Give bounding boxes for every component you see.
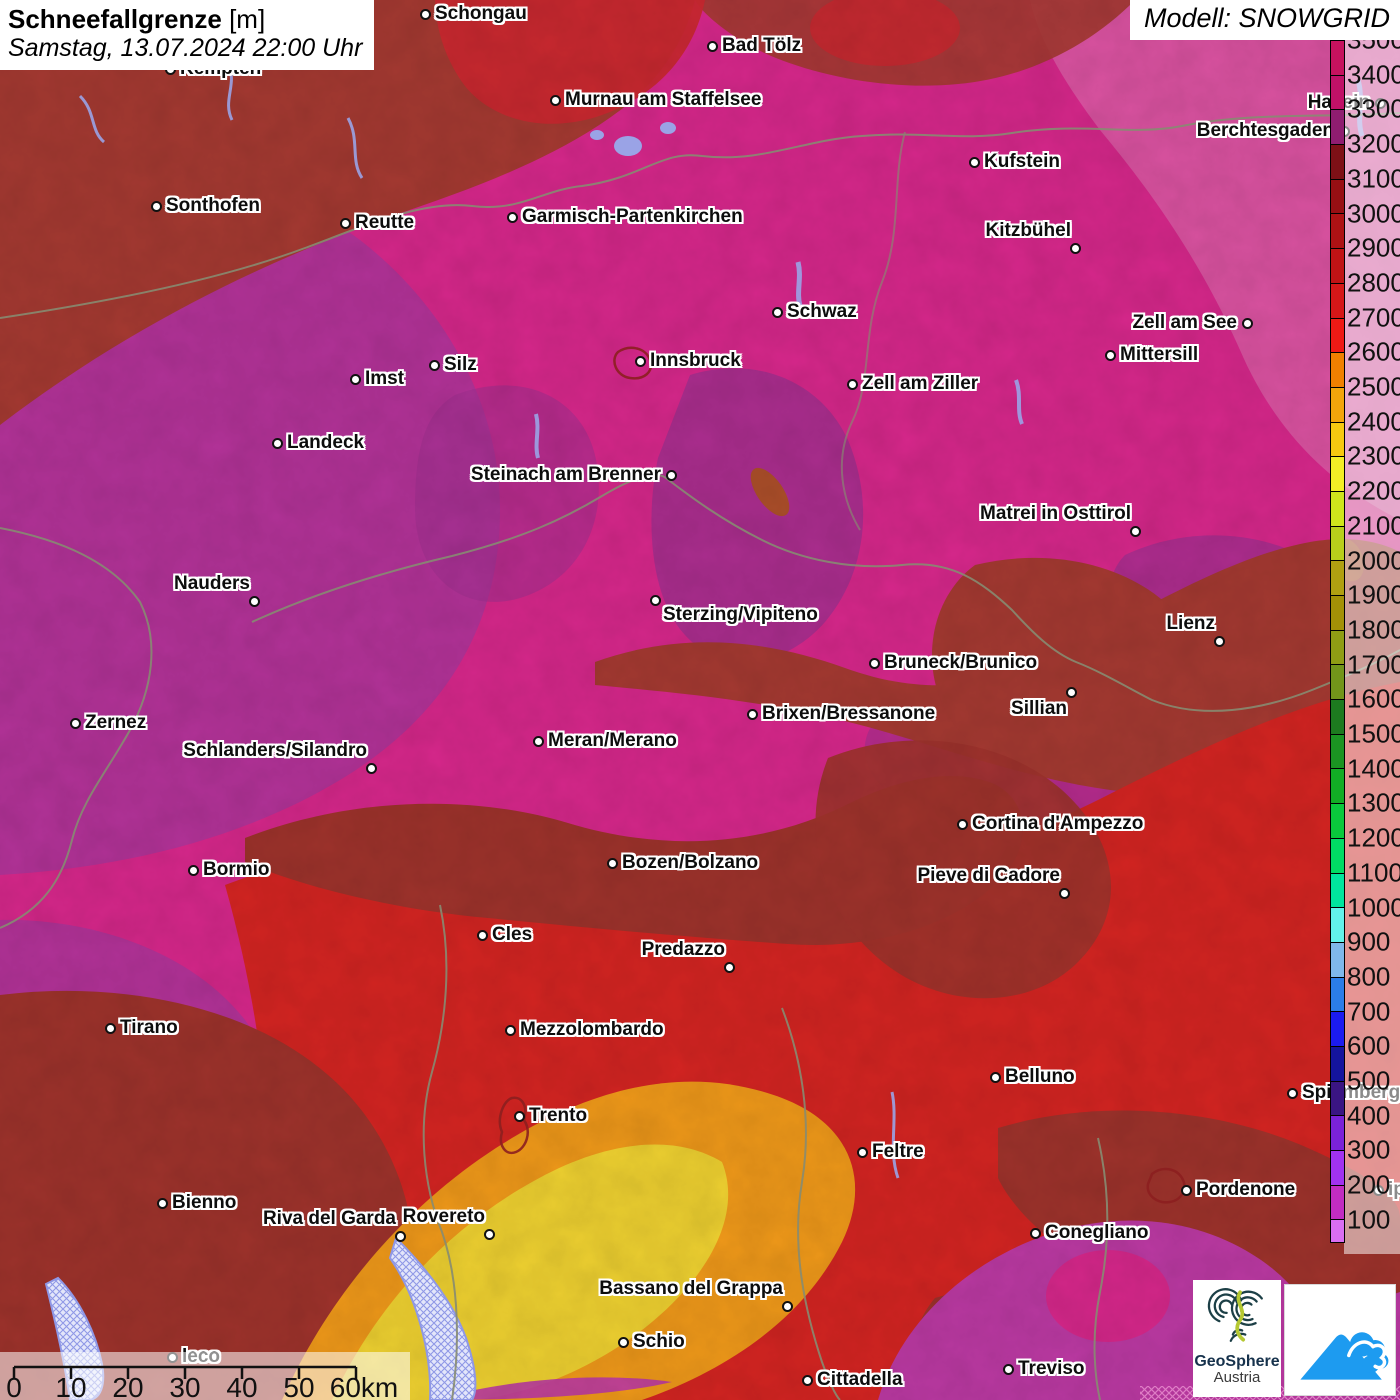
colorbar-background — [1344, 28, 1400, 1254]
colorbar-segment — [1331, 734, 1344, 770]
colorbar-tick-label: 1100 — [1347, 857, 1400, 888]
colorbar-segment — [1331, 1185, 1344, 1221]
colorbar-segment — [1331, 561, 1344, 596]
colorbar-tick-label: 2100 — [1347, 510, 1400, 541]
title-box: Schneefallgrenze [m] Samstag, 13.07.2024… — [0, 0, 375, 70]
distance-scalebar: 0 10 20 30 40 50 60km — [0, 1352, 410, 1400]
colorbar-tick-label: 1700 — [1347, 649, 1400, 680]
page-title: Schneefallgrenze [m] — [8, 4, 362, 34]
colorbar-segment — [1331, 526, 1344, 562]
timestamp: Samstag, 13.07.2024 22:00 Uhr — [8, 34, 363, 62]
colorbar-tick-label: 200 — [1347, 1169, 1391, 1200]
colorbar-segment — [1331, 491, 1344, 527]
colorbar-segment — [1331, 977, 1344, 1013]
colorbar-tick-label: 2200 — [1347, 475, 1400, 506]
colorbar-segment — [1331, 1081, 1344, 1117]
colorbar-segment — [1331, 1151, 1344, 1186]
scalebar-ruler: 0 10 20 30 40 50 60km — [6, 1365, 398, 1400]
geosphere-logo: GeoSphere Austria — [1193, 1280, 1281, 1397]
colorbar-tick-label: 2600 — [1347, 336, 1400, 367]
colorbar-tick-label: 2900 — [1347, 232, 1400, 263]
model-label: Modell: SNOWGRID — [1129, 0, 1400, 40]
colorbar-tick-label: 1400 — [1347, 753, 1400, 784]
colorbar-segment — [1331, 75, 1344, 111]
colorbar-segment — [1331, 1116, 1344, 1151]
title-unit: [m] — [221, 4, 266, 34]
colorbar-tick-label: 2000 — [1347, 545, 1400, 575]
colorbar-tick-label: 1300 — [1347, 787, 1400, 818]
colorbar-tick-label: 900 — [1347, 926, 1391, 957]
colorbar-segment — [1331, 665, 1344, 701]
colorbar-segment — [1331, 769, 1344, 805]
colorbar-segment — [1331, 353, 1344, 388]
scalebar-label: 20 — [112, 1372, 143, 1400]
colorbar-tick-label: 800 — [1347, 961, 1391, 992]
title-text: Schneefallgrenze — [8, 4, 222, 34]
colorbar-tick-label: 1800 — [1347, 614, 1400, 645]
geosphere-logo-text: GeoSphere — [1194, 1353, 1280, 1370]
colorbar-segment — [1331, 630, 1344, 666]
colorbar-segment — [1331, 804, 1344, 839]
colorbar-tick-label: 3000 — [1347, 198, 1400, 228]
contour-swirl-icon — [1207, 1288, 1263, 1342]
colorbar-segment — [1331, 1046, 1344, 1082]
colorbar-tick-label: 3200 — [1347, 128, 1400, 159]
colorbar-tick-label: 2400 — [1347, 406, 1400, 437]
scalebar-label: 50 — [283, 1372, 314, 1400]
colorbar-tick-label: 1500 — [1347, 718, 1400, 749]
colorbar-segment — [1331, 596, 1344, 631]
colorbar-segment — [1331, 942, 1344, 978]
colorbar-tick-label: 2800 — [1347, 267, 1400, 298]
colorbar — [1330, 40, 1345, 1244]
country-borders — [0, 112, 1400, 1400]
scalebar-label: 10 — [55, 1372, 86, 1400]
colorbar-segment — [1331, 838, 1344, 874]
colorbar-tick-label: 2700 — [1347, 302, 1400, 333]
colorbar-segment — [1331, 873, 1344, 909]
colorbar-segment — [1331, 700, 1344, 735]
colorbar-segment — [1331, 1220, 1344, 1243]
colorbar-tick-label: 600 — [1347, 1030, 1391, 1061]
colorbar-tick-label: 400 — [1347, 1100, 1391, 1131]
mountain-cloud-icon — [1300, 1332, 1389, 1380]
bergfex-logo — [1284, 1284, 1396, 1396]
colorbar-segment — [1331, 422, 1344, 458]
colorbar-tick-label: 3100 — [1347, 163, 1400, 194]
lakes-small — [590, 122, 676, 156]
colorbar-segment — [1331, 179, 1344, 215]
colorbar-tick-label: 500 — [1347, 1065, 1391, 1096]
colorbar-segment — [1331, 318, 1344, 354]
colorbar-tick-label: 3300 — [1347, 93, 1400, 124]
colorbar-segment — [1331, 214, 1344, 250]
colorbar-tick-label: 2500 — [1347, 371, 1400, 402]
scalebar-label: 30 — [169, 1372, 200, 1400]
colorbar-segment — [1331, 387, 1344, 423]
colorbar-segment — [1331, 41, 1344, 76]
colorbar-tick-label: 2300 — [1347, 440, 1400, 471]
colorbar-tick-label: 1900 — [1347, 579, 1400, 610]
colorbar-tick-label: 300 — [1347, 1134, 1391, 1165]
colorbar-tick-label: 1600 — [1347, 683, 1400, 714]
scalebar-ticks — [12, 1365, 358, 1379]
colorbar-segment — [1331, 249, 1344, 284]
colorbar-tick-label: 3400 — [1347, 59, 1400, 90]
colorbar-segment — [1331, 145, 1344, 180]
colorbar-tick-label: 100 — [1347, 1204, 1391, 1235]
colorbar-segment — [1331, 283, 1344, 319]
colorbar-segment — [1331, 1012, 1344, 1047]
colorbar-segment — [1331, 110, 1344, 146]
scalebar-label: 40 — [226, 1372, 257, 1400]
colorbar-tick-label: 700 — [1347, 996, 1391, 1027]
colorbar-segment — [1331, 908, 1344, 943]
scalebar-label: 0 — [6, 1372, 22, 1400]
geosphere-logo-subtext: Austria — [1213, 1369, 1261, 1386]
lake-garda — [388, 1236, 477, 1400]
colorbar-tick-label: 1200 — [1347, 822, 1400, 853]
colorbar-segment — [1331, 457, 1344, 492]
colorbar-tick-label: 1000 — [1347, 892, 1400, 922]
scalebar-label: 60km — [330, 1372, 398, 1400]
